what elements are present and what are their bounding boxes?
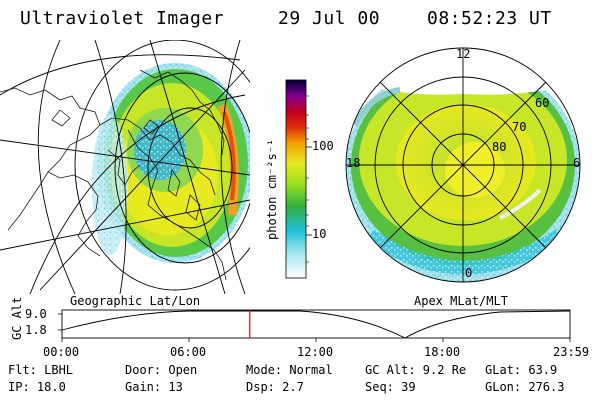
mlt-label-6: 6 [573,156,581,170]
mlat-label-60: 60 [535,96,550,110]
info-filter: Flt: LBHL [8,363,74,377]
image-date: 29 Jul 00 [278,8,381,29]
mlat-label-80: 80 [492,140,507,154]
mlat-label-70: 70 [512,120,527,134]
right-panel-label: Apex MLat/MLT [414,294,508,308]
info-seq: Seq: 39 [365,380,416,394]
mlt-label-12: 12 [456,47,471,61]
timeline-xtick-3: 18:00 [424,345,461,359]
info-gain: Gain: 13 [125,380,183,394]
info-mode: Mode: Normal [246,363,333,377]
info-glon: GLon: 276.3 [485,380,565,394]
timeline-xtick-0: 00:00 [43,345,80,359]
timeline-ytick-top: 9.0 [25,307,47,321]
info-gc-alt: GC Alt: 9.2 Re [365,363,467,377]
info-glat: GLat: 63.9 [485,363,558,377]
timeline-xtick-1: 06:00 [170,345,207,359]
mlt-label-0: 0 [465,266,473,280]
mlt-label-18: 18 [346,156,361,170]
timeline-y-label: GC Alt [10,296,24,340]
colorbar-tick-10: 10 [312,227,327,241]
info-dsp: Dsp: 2.7 [246,380,304,394]
timeline-xtick-2: 12:00 [297,345,334,359]
timeline-xtick-4: 23:59 [553,345,590,359]
magnetic-view [345,47,581,283]
image-title: Ultraviolet Imager [20,8,225,29]
info-door: Door: Open [125,363,198,377]
geographic-view [0,40,250,294]
colorbar-unit-label: photon cm⁻²s⁻¹ [265,138,279,240]
left-panel-label: Geographic Lat/Lon [70,294,201,308]
colorbar-tick-100: 100 [312,139,334,153]
image-time: 08:52:23 UT [427,8,552,29]
info-ip: IP: 18.0 [8,380,66,394]
colorbar [285,79,312,279]
timeline-ytick-bottom: 1.8 [25,323,47,337]
altitude-timeline [58,309,571,342]
